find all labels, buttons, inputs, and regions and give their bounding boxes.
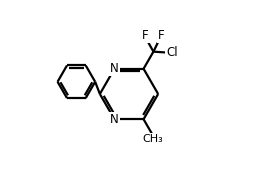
Text: N: N [110, 113, 119, 126]
Text: N: N [110, 62, 119, 75]
Text: F: F [142, 29, 149, 42]
Text: F: F [158, 29, 164, 42]
Text: CH₃: CH₃ [142, 134, 163, 144]
Text: Cl: Cl [166, 46, 178, 59]
